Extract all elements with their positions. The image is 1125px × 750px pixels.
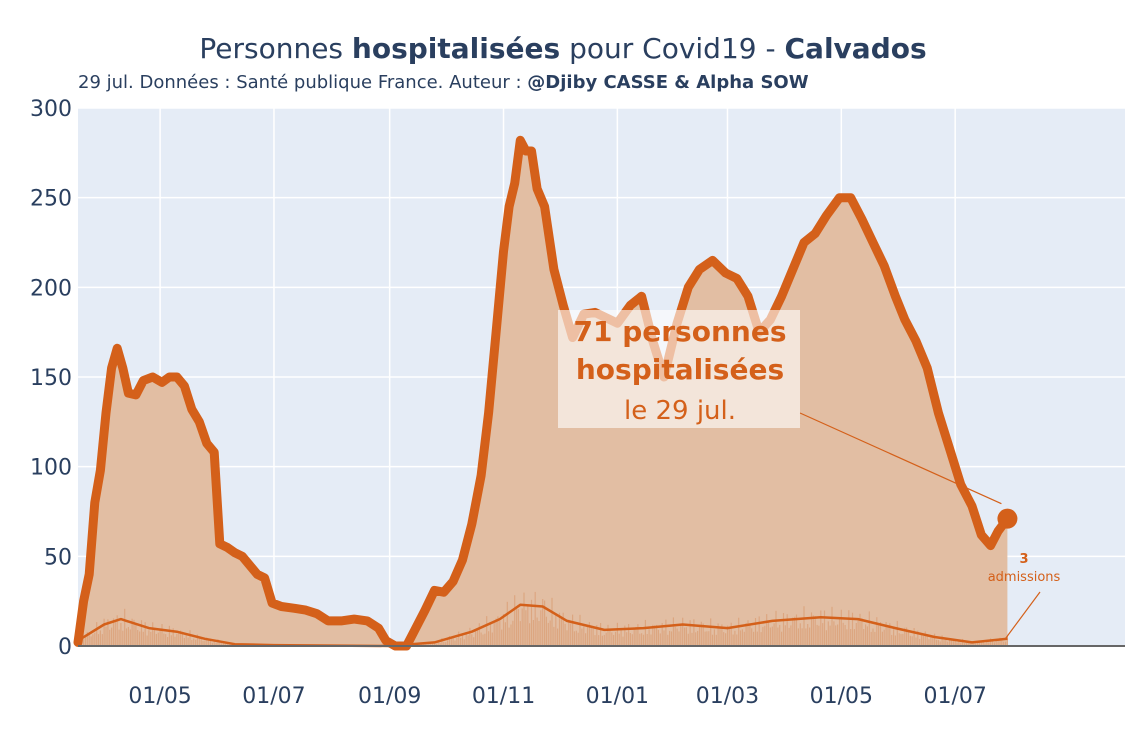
chart-subtitle: 29 jul. Données : Santé publique France.… (78, 72, 809, 93)
x-tick-label: 01/07 (242, 684, 305, 709)
chart-title-part: pour Covid19 - (560, 32, 784, 65)
admissions-arrow (1004, 591, 1041, 639)
chart-subtitle-part: @Djiby CASSE & Alpha SOW (527, 72, 808, 93)
annotation-box (558, 310, 800, 428)
x-tick-label: 01/05 (810, 684, 873, 709)
annotation-arrow (799, 412, 1002, 505)
annotation-value-text: 71 personnes (574, 315, 787, 348)
y-tick-label: 300 (30, 97, 72, 122)
x-tick-label: 01/11 (472, 684, 535, 709)
last-value-marker (997, 508, 1018, 529)
chart-title-part: Calvados (785, 32, 927, 65)
y-tick-label: 250 (30, 187, 72, 212)
hospitalised-line (73, 135, 1012, 651)
admissions-count: 3 (1019, 552, 1028, 567)
x-tick-label: 01/01 (586, 684, 649, 709)
x-tick-label: 01/05 (128, 684, 191, 709)
chart-title: Personnes hospitalisées pour Covid19 - C… (199, 32, 926, 65)
chart-title-part: hospitalisées (352, 32, 560, 65)
x-tick-label: 01/09 (358, 684, 421, 709)
x-tick-label: 01/03 (696, 684, 759, 709)
admissions-line (77, 603, 1008, 648)
x-tick-label: 01/07 (923, 684, 986, 709)
y-tick-label: 0 (58, 635, 72, 660)
y-tick-label: 100 (30, 456, 72, 481)
chart-title-part: Personnes (199, 32, 352, 65)
annotation-value-text: hospitalisées (576, 353, 784, 386)
annotation-date: le 29 jul. (624, 396, 736, 426)
y-tick-label: 200 (30, 276, 72, 301)
y-tick-label: 50 (44, 545, 72, 570)
chart-subtitle-part: 29 jul. Données : Santé publique France.… (78, 72, 527, 93)
hospitalised-area (78, 140, 1008, 647)
y-tick-label: 150 (30, 366, 72, 391)
admissions-label: admissions (988, 570, 1061, 585)
